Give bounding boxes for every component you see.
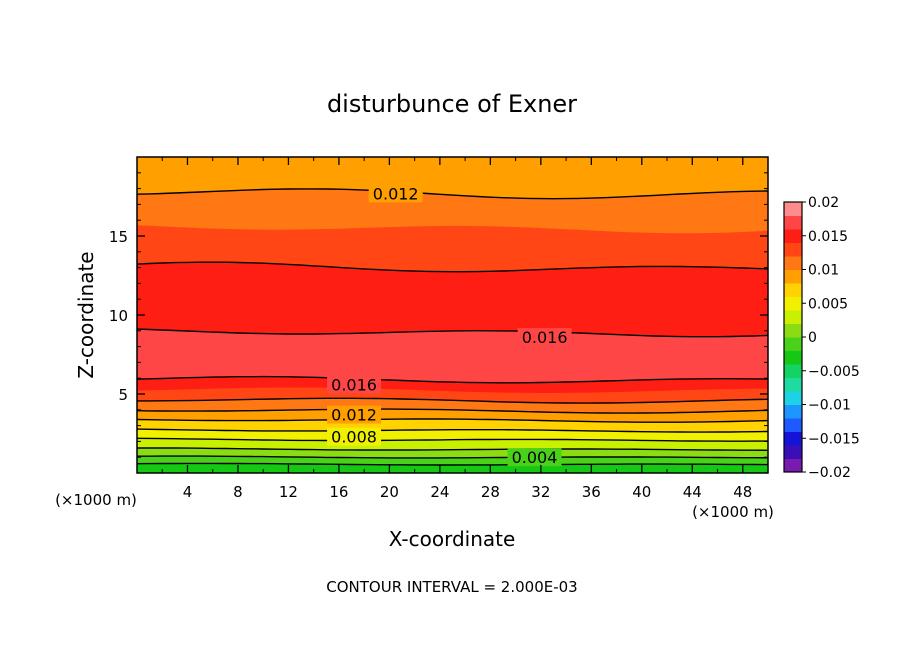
contour-label-bg <box>327 427 382 446</box>
x-tick-label: 12 <box>279 483 298 501</box>
contour-line <box>137 462 768 466</box>
colorbar-tick-label: −0.005 <box>808 364 860 380</box>
colorbar-segment <box>784 242 802 257</box>
colorbar-tick-label: 0.005 <box>808 296 848 312</box>
x-tick-label: 20 <box>380 483 399 501</box>
colorbar-segment <box>784 458 802 473</box>
colorbar-segment <box>784 377 802 392</box>
contour-line <box>137 455 768 459</box>
colorbar-tick-label: −0.015 <box>808 431 860 447</box>
contour-label: 0.004 <box>512 448 558 467</box>
contour-label: 0.012 <box>373 184 419 203</box>
colorbar-segment <box>784 323 802 338</box>
colorbar-tick-label: −0.01 <box>808 398 851 414</box>
colorbar-segment <box>784 229 802 243</box>
y-axis-ticks: 5 10 15 <box>109 172 768 458</box>
contour-label-bg <box>517 328 572 347</box>
colorbar-tick-label: 0.015 <box>808 229 848 245</box>
colorbar-segment <box>784 269 802 284</box>
contour-label-bg <box>327 375 382 394</box>
x-tick-label: 36 <box>582 483 601 501</box>
x-tick-label: 28 <box>481 483 500 501</box>
contour-label: 0.016 <box>331 376 377 395</box>
contour-label-bg <box>507 448 562 467</box>
contour-line <box>137 447 768 451</box>
colorbar-tick-label: 0.01 <box>808 263 839 279</box>
y-tick-label: 10 <box>109 307 128 325</box>
contour-labels: 0.012 0.016 0.016 0.012 0.008 0.004 <box>327 184 572 467</box>
x-tick-label: 32 <box>531 483 550 501</box>
colorbar-segment <box>784 445 802 459</box>
x-tick-label: 48 <box>733 483 752 501</box>
y-tick-label: 15 <box>109 228 128 246</box>
colorbar-segment <box>784 350 802 365</box>
contour-label-bg <box>368 184 423 203</box>
y-tick-label: 5 <box>118 386 128 404</box>
contour-line <box>137 328 768 338</box>
colorbar-segment <box>784 215 802 230</box>
colorbar-segment <box>784 310 802 324</box>
colorbar <box>783 201 803 473</box>
contour-lines <box>137 188 768 466</box>
chart-title: disturbunce of Exner <box>327 90 577 118</box>
colorbar-ticks: 0.02 0.015 0.01 0.005 0 −0.005 −0.01 −0.015 −0.0… <box>802 195 860 481</box>
x-tick-label: 16 <box>329 483 348 501</box>
colorbar-segment <box>784 364 802 378</box>
contour-line <box>137 397 768 404</box>
contour-line <box>137 437 768 442</box>
x-tick-label: 8 <box>233 483 243 501</box>
colorbar-segment <box>784 202 802 216</box>
colorbar-segment <box>784 256 802 270</box>
x-axis-label: X-coordinate <box>389 527 516 551</box>
colorbar-segment <box>784 418 802 432</box>
contour-line <box>137 428 768 433</box>
colorbar-tick-label: 0 <box>808 330 817 346</box>
contour-interval-note: CONTOUR INTERVAL = 2.000E-03 <box>326 578 577 596</box>
y-axis-label: Z-coordinate <box>74 251 98 378</box>
contour-label-bg <box>327 405 382 424</box>
colorbar-segment <box>784 296 802 311</box>
x-tick-label: 40 <box>632 483 651 501</box>
x-axis-ticks: 4 8 12 16 20 24 28 32 36 40 44 48 <box>161 157 752 501</box>
contour-bands <box>137 157 768 473</box>
colorbar-segment <box>784 337 802 351</box>
y-axis-unit: (×1000 m) <box>55 491 137 509</box>
colorbar-segment <box>784 391 802 405</box>
contour-line <box>137 188 768 200</box>
colorbar-tick-label: 0.02 <box>808 195 839 211</box>
x-tick-label: 4 <box>183 483 193 501</box>
contour-line <box>137 375 768 384</box>
x-tick-label: 44 <box>683 483 702 501</box>
colorbar-segment <box>784 404 802 419</box>
contour-label: 0.016 <box>522 328 568 347</box>
colorbar-segment <box>784 283 802 297</box>
contour-line <box>137 261 768 273</box>
colorbar-segment <box>784 431 802 446</box>
x-tick-label: 24 <box>430 483 449 501</box>
contour-line <box>137 418 768 423</box>
colorbar-tick-label: −0.02 <box>808 465 851 481</box>
contour-line <box>137 408 768 414</box>
contour-label: 0.008 <box>331 428 377 447</box>
x-axis-unit: (×1000 m) <box>692 503 774 521</box>
contour-label: 0.012 <box>331 406 377 425</box>
